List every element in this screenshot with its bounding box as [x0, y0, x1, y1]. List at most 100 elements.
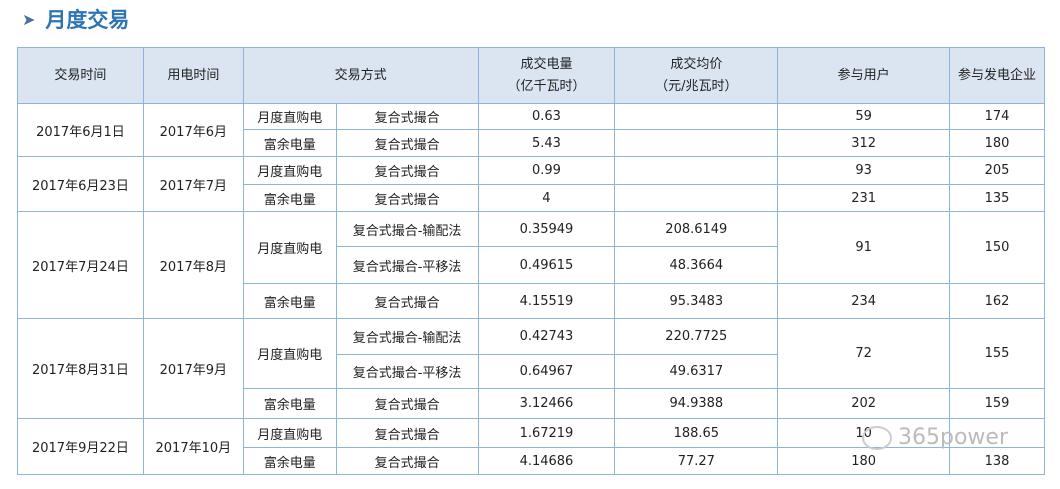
trade-time-cell: 2017年6月1日	[17, 103, 144, 157]
users-cell: 180	[777, 447, 951, 475]
trade-mode-cell: 复合式撮合-平移法	[335, 246, 479, 284]
header-price: 成交均价 （元/兆瓦时）	[614, 47, 779, 104]
use-time-cell: 2017年9月	[142, 318, 244, 419]
price-cell: 95.3483	[614, 283, 779, 319]
table-row: 富余电量 复合式撮合 5.43 312 180	[18, 129, 1045, 157]
header-volume: 成交电量 （亿千瓦时）	[477, 47, 616, 104]
price-cell	[614, 156, 779, 185]
price-cell: 48.3664	[614, 246, 779, 284]
trade-mode-cell: 复合式撮合	[335, 388, 479, 419]
trade-type-cell: 月度直购电	[242, 318, 337, 389]
header-use-time: 用电时间	[142, 47, 244, 104]
users-cell: 72	[777, 318, 951, 389]
volume-cell: 0.35949	[477, 211, 616, 247]
table-row: 2017年8月31日 2017年9月 月度直购电 复合式撮合-输配法 0.42743 22…	[17, 318, 1045, 419]
trade-type-cell: 月度直购电	[242, 211, 337, 284]
volume-cell: 0.42743	[477, 318, 616, 355]
trade-mode-cell: 复合式撮合	[335, 129, 479, 157]
users-cell: 202	[777, 388, 951, 419]
volume-cell: 5.43	[477, 129, 616, 157]
gens-cell: 162	[949, 283, 1045, 319]
title-text: 月度交易	[45, 8, 130, 32]
users-cell: 312	[777, 129, 951, 157]
wechat-icon	[862, 425, 892, 450]
trade-type-cell: 富余电量	[242, 447, 337, 475]
table-row: 富余电量 复合式撮合 3.12466 94.9388 202 159	[18, 388, 1045, 419]
use-time-cell: 2017年8月	[142, 211, 244, 319]
trade-time-cell: 2017年7月24日	[17, 211, 144, 319]
gens-cell: 150	[949, 211, 1045, 284]
price-cell: 94.9388	[614, 388, 779, 419]
table-row: 2017年7月24日 2017年8月 月度直购电 复合式撮合-输配法 0.35949 20…	[17, 211, 1045, 319]
volume-cell: 0.63	[477, 103, 616, 130]
table-row: 2017年6月1日 2017年6月 月度直购电 复合式撮合 0.63 59 174	[17, 103, 1045, 157]
price-cell: 220.7725	[614, 318, 779, 355]
volume-cell: 1.67219	[477, 418, 616, 448]
trade-mode-cell: 复合式撮合-平移法	[335, 354, 479, 389]
volume-cell: 0.99	[477, 156, 616, 185]
users-cell: 59	[777, 103, 951, 130]
table-row: 复合式撮合-平移法 0.49615 48.3664	[18, 246, 1045, 284]
users-cell: 91	[777, 211, 951, 284]
header-trade-time: 交易时间	[17, 47, 144, 104]
trade-mode-cell: 复合式撮合	[335, 103, 479, 130]
table-row: 复合式撮合-平移法 0.64967 49.6317	[18, 354, 1045, 389]
trade-mode-cell: 复合式撮合	[335, 156, 479, 185]
table-row: 2017年9月22日 2017年10月 月度直购电 复合式撮合 1.67219 188.6…	[17, 418, 1045, 475]
table-row: 富余电量 复合式撮合 4 231 135	[18, 184, 1045, 212]
price-cell	[614, 103, 779, 130]
volume-cell: 4.15519	[477, 283, 616, 319]
gens-cell: 135	[949, 184, 1045, 212]
trade-time-cell: 2017年8月31日	[17, 318, 144, 419]
gens-cell: 159	[949, 388, 1045, 419]
price-cell: 49.6317	[614, 354, 779, 389]
table-row: 2017年6月23日 2017年7月 月度直购电 复合式撮合 0.99 93 205	[17, 156, 1045, 212]
header-users: 参与用户	[777, 47, 951, 104]
users-cell: 93	[777, 156, 951, 185]
trade-type-cell: 月度直购电	[242, 156, 337, 185]
price-cell: 188.65	[614, 418, 779, 448]
gens-cell: 138	[949, 447, 1045, 475]
trade-type-cell: 富余电量	[242, 283, 337, 319]
monthly-trade-table: 交易时间 用电时间 交易方式 成交电量 （亿千瓦时） 成交均价 （元/兆瓦时） 参与…	[17, 47, 1045, 475]
gens-cell: 155	[949, 318, 1045, 389]
volume-cell: 0.64967	[477, 354, 616, 389]
volume-cell: 0.49615	[477, 246, 616, 284]
use-time-cell: 2017年7月	[142, 156, 244, 212]
trade-mode-cell: 复合式撮合	[335, 418, 479, 448]
trade-type-cell: 富余电量	[242, 129, 337, 157]
trade-type-cell: 月度直购电	[242, 103, 337, 130]
volume-cell: 3.12466	[477, 388, 616, 419]
header-method: 交易方式	[242, 47, 479, 104]
trade-time-cell: 2017年9月22日	[17, 418, 144, 475]
gens-cell: 174	[949, 103, 1045, 130]
table-row: 富余电量 复合式撮合 4.14686 77.27 180 138	[18, 447, 1045, 475]
trade-mode-cell: 复合式撮合	[335, 184, 479, 212]
trade-mode-cell: 复合式撮合	[335, 447, 479, 475]
users-cell: 231	[777, 184, 951, 212]
section-title: ➤ 月度交易	[22, 4, 129, 34]
price-cell	[614, 184, 779, 212]
volume-cell: 4	[477, 184, 616, 212]
header-gens: 参与发电企业	[949, 47, 1045, 104]
users-cell: 234	[777, 283, 951, 319]
use-time-cell: 2017年10月	[142, 418, 244, 475]
gens-cell: 180	[949, 129, 1045, 157]
watermark: 365power	[862, 425, 1008, 450]
trade-type-cell: 富余电量	[242, 184, 337, 212]
price-cell	[614, 129, 779, 157]
header-row: 交易时间 用电时间 交易方式 成交电量 （亿千瓦时） 成交均价 （元/兆瓦时） 参与…	[17, 47, 1045, 104]
gens-cell: 205	[949, 156, 1045, 185]
price-cell: 77.27	[614, 447, 779, 475]
price-cell: 208.6149	[614, 211, 779, 247]
table-row: 富余电量 复合式撮合 4.15519 95.3483 234 162	[18, 283, 1045, 319]
trade-time-cell: 2017年6月23日	[17, 156, 144, 212]
arrow-bullet-icon: ➤	[22, 9, 36, 29]
trade-mode-cell: 复合式撮合-输配法	[335, 318, 479, 355]
trade-type-cell: 月度直购电	[242, 418, 337, 448]
trade-type-cell: 富余电量	[242, 388, 337, 419]
trade-mode-cell: 复合式撮合	[335, 283, 479, 319]
trade-mode-cell: 复合式撮合-输配法	[335, 211, 479, 247]
use-time-cell: 2017年6月	[142, 103, 244, 157]
volume-cell: 4.14686	[477, 447, 616, 475]
